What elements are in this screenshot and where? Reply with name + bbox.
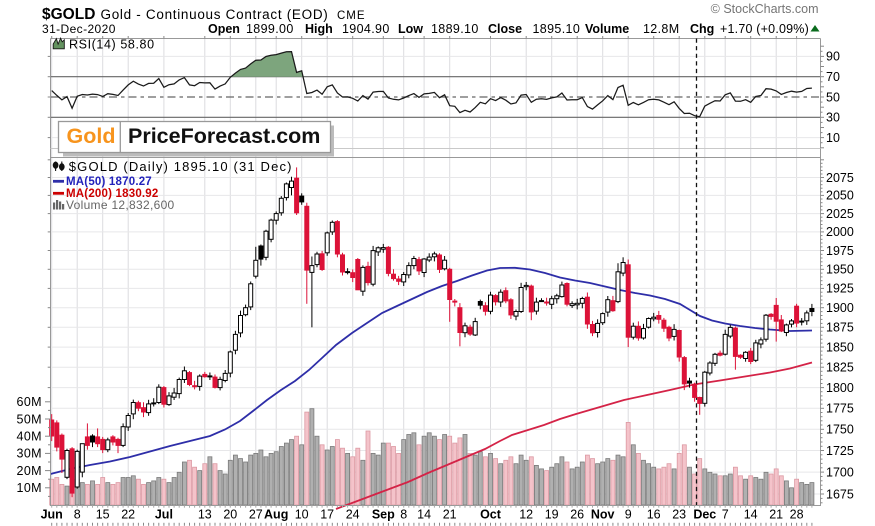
svg-text:31-Dec-2020: 31-Dec-2020 [42,22,116,36]
svg-text:16: 16 [647,508,661,522]
svg-text:$GOLD (Daily) 1895.10 (31 Dec): $GOLD (Daily) 1895.10 (31 Dec) [69,159,293,174]
svg-text:30: 30 [826,111,840,125]
svg-text:12: 12 [519,508,533,522]
svg-text:Volume 12,832,600: Volume 12,832,600 [66,198,175,212]
svg-text:2000: 2000 [826,225,854,239]
svg-text:1950: 1950 [826,263,854,277]
svg-text:PriceForecast.com: PriceForecast.com [128,124,320,148]
svg-text:70: 70 [826,70,840,84]
svg-text:Gold: Gold [67,124,116,148]
svg-text:1850: 1850 [826,340,854,354]
svg-text:MA(50) 1870.27: MA(50) 1870.27 [66,176,152,188]
svg-text:60M: 60M [16,395,42,409]
svg-text:Oct: Oct [480,508,502,522]
svg-text:Dec: Dec [693,508,716,522]
svg-text:1825: 1825 [826,361,854,375]
svg-text:14: 14 [417,508,431,522]
svg-text:Aug: Aug [264,508,288,522]
svg-text:1800: 1800 [826,381,854,395]
svg-text:1900: 1900 [826,301,854,315]
svg-text:27: 27 [249,508,263,522]
svg-text:© StockCharts.com: © StockCharts.com [711,2,819,16]
svg-text:1975: 1975 [826,244,854,258]
svg-text:1889.10: 1889.10 [431,22,479,36]
svg-text:90: 90 [826,50,840,64]
svg-text:2075: 2075 [826,171,854,185]
svg-text:1700: 1700 [826,465,854,479]
svg-text:1725: 1725 [826,444,854,458]
svg-text:9: 9 [625,508,632,522]
svg-text:50: 50 [826,90,840,104]
svg-text:1895.10: 1895.10 [533,22,581,36]
svg-text:30M: 30M [16,447,42,461]
svg-text:Sep: Sep [372,508,395,522]
svg-text:14: 14 [744,508,758,522]
svg-text:26: 26 [570,508,584,522]
svg-text:+1.70 (+0.09%): +1.70 (+0.09%) [720,22,809,36]
svg-text:Open: Open [208,22,240,36]
svg-text:10: 10 [826,131,840,145]
svg-text:RSI(14) 58.80: RSI(14) 58.80 [69,38,155,52]
svg-text:19: 19 [545,508,559,522]
svg-text:High: High [305,22,333,36]
svg-text:1750: 1750 [826,423,854,437]
svg-text:CME: CME [337,10,366,22]
svg-text:17: 17 [320,508,334,522]
svg-text:Low: Low [398,22,423,36]
svg-text:Chg: Chg [690,22,714,36]
svg-text:2050: 2050 [826,189,854,203]
svg-text:1904.90: 1904.90 [342,22,390,36]
svg-text:Close: Close [488,22,522,36]
svg-text:2025: 2025 [826,207,854,221]
svg-text:22: 22 [121,508,135,522]
svg-text:20: 20 [223,508,237,522]
svg-text:1675: 1675 [826,487,854,501]
svg-text:28: 28 [790,508,804,522]
svg-text:Volume: Volume [585,22,629,36]
svg-text:8: 8 [74,508,81,522]
svg-text:1875: 1875 [826,321,854,335]
svg-text:20M: 20M [16,464,42,478]
svg-text:Gold - Continuous Contract (EO: Gold - Continuous Contract (EOD) [101,7,329,22]
svg-text:Nov: Nov [591,508,615,522]
svg-text:1775: 1775 [826,402,854,416]
svg-text:Jul: Jul [155,508,173,522]
svg-text:8: 8 [400,508,407,522]
svg-text:13: 13 [198,508,212,522]
svg-text:15: 15 [96,508,110,522]
svg-text:7: 7 [722,508,729,522]
svg-text:1925: 1925 [826,282,854,296]
svg-text:21: 21 [769,508,783,522]
svg-text:40M: 40M [16,430,42,444]
svg-text:1899.00: 1899.00 [246,22,294,36]
svg-text:23: 23 [672,508,686,522]
svg-text:10M: 10M [16,481,42,495]
svg-text:21: 21 [443,508,457,522]
svg-text:50M: 50M [16,412,42,426]
svg-text:10: 10 [295,508,309,522]
svg-text:24: 24 [346,508,360,522]
svg-text:12.8M: 12.8M [643,22,680,36]
svg-text:$GOLD: $GOLD [42,6,95,23]
svg-text:Jun: Jun [41,508,63,522]
svg-text:MA(200) 1830.92: MA(200) 1830.92 [66,188,159,200]
